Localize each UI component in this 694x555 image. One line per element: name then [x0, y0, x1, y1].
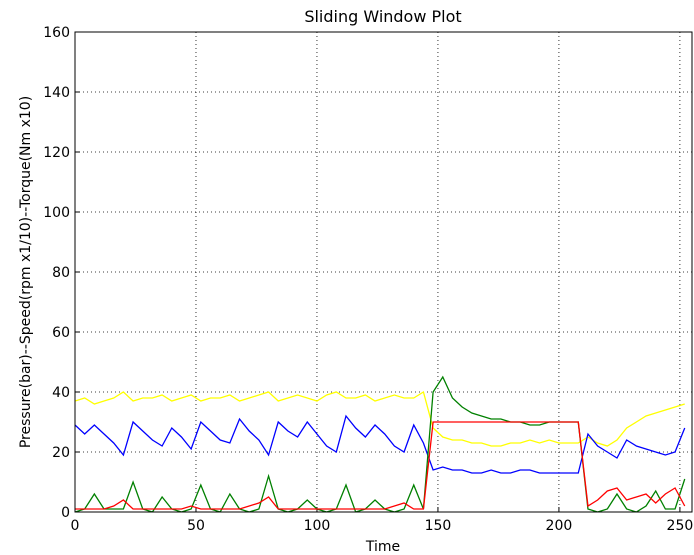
- x-tick-label: 150: [425, 518, 452, 534]
- x-tick-label: 50: [187, 518, 205, 534]
- x-tick-label: 0: [71, 518, 80, 534]
- y-tick-label: 80: [52, 265, 70, 281]
- plot-frame: [74, 31, 693, 513]
- x-tick-label: 100: [304, 518, 331, 534]
- chart-title: Sliding Window Plot: [304, 7, 461, 26]
- y-tick-label: 60: [52, 325, 70, 341]
- series-line: [75, 390, 685, 447]
- y-tick-label: 140: [43, 85, 70, 101]
- y-tick-label: 40: [52, 385, 70, 401]
- x-tick-label: 200: [546, 518, 573, 534]
- x-tick-label: 250: [667, 518, 694, 534]
- y-tick-label: 120: [43, 145, 70, 161]
- y-tick-label: 160: [43, 25, 70, 41]
- series-line: [75, 421, 686, 510]
- y-axis-label: Pressure(bar)--Speed(rpm x1/10)--Torque(…: [18, 96, 34, 448]
- y-tick-label: 0: [61, 505, 70, 521]
- x-axis-label: Time: [365, 539, 400, 555]
- y-tick-label: 20: [52, 445, 70, 461]
- y-tick-label: 100: [43, 205, 70, 221]
- series-line: [75, 414, 686, 474]
